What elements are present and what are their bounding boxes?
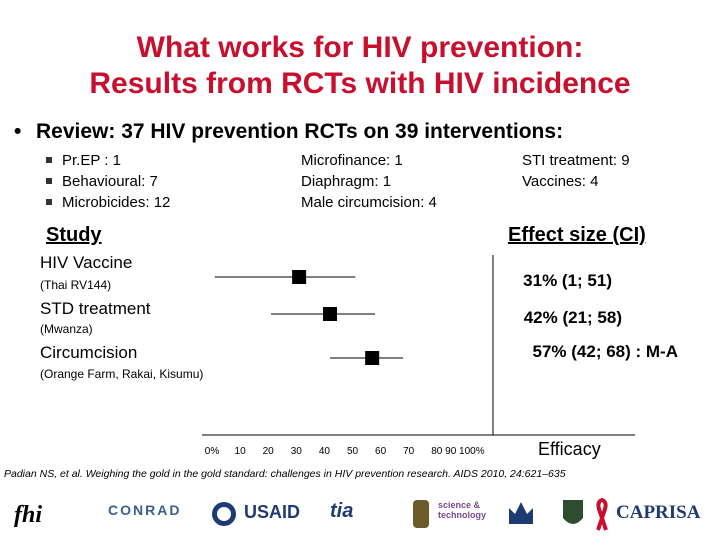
slide-title: What works for HIV prevention: Results f… bbox=[0, 30, 720, 102]
x-tick-label: 50 bbox=[347, 446, 359, 457]
study-detail: (Thai RV144) bbox=[40, 278, 112, 292]
review-bullet: • Review: 37 HIV prevention RCTs on 39 in… bbox=[14, 120, 563, 144]
conrad-logo: CONRAD bbox=[108, 502, 182, 518]
intervention-column-2: Microfinance: 1 Diaphragm: 1 Male circum… bbox=[301, 150, 437, 213]
x-axis-label: Efficacy bbox=[538, 439, 601, 459]
fhi-logo: fhi bbox=[14, 502, 43, 528]
usaid-seal-icon bbox=[212, 502, 236, 526]
intervention-item: Behavioural: 7 bbox=[46, 171, 170, 192]
point-estimate-marker bbox=[323, 307, 338, 321]
review-text: Review: 37 HIV prevention RCTs on 39 int… bbox=[36, 120, 564, 143]
caprisa-logo: CAPRISA bbox=[616, 502, 701, 523]
x-tick-label: 0% bbox=[205, 446, 220, 457]
intervention-label: Microfinance: 1 bbox=[301, 152, 403, 169]
study-name: Circumcision bbox=[40, 343, 138, 362]
bullet-dot: • bbox=[14, 120, 22, 143]
intervention-label: Diaphragm: 1 bbox=[301, 173, 392, 190]
study-detail: (Orange Farm, Rakai, Kisumu) bbox=[40, 367, 204, 381]
effect-size-header: Effect size (CI) bbox=[508, 224, 646, 246]
intervention-label: Pr.EP : 1 bbox=[62, 152, 121, 169]
intervention-label: Behavioural: 7 bbox=[62, 173, 158, 190]
intervention-label: Microbicides: 12 bbox=[62, 194, 171, 211]
intervention-column-1: Pr.EP : 1 Behavioural: 7 Microbicides: 1… bbox=[46, 150, 170, 213]
point-estimate-marker bbox=[292, 270, 307, 284]
effect-size-value: 31% (1; 51) bbox=[523, 271, 612, 290]
university-crest-icon bbox=[563, 500, 583, 524]
point-estimate-marker bbox=[365, 351, 380, 365]
intervention-label: STI treatment: 9 bbox=[522, 152, 630, 169]
dst-logo: science & technology bbox=[438, 500, 487, 520]
title-line-2: Results from RCTs with HIV incidence bbox=[89, 67, 631, 100]
intervention-label: Vaccines: 4 bbox=[522, 173, 599, 190]
x-tick-label: 40 bbox=[319, 446, 331, 457]
study-detail: (Mwanza) bbox=[40, 322, 93, 336]
study-header: Study bbox=[46, 224, 102, 246]
x-tick-label: 60 bbox=[375, 446, 387, 457]
title-line-1: What works for HIV prevention: bbox=[136, 31, 584, 64]
citation: Padian NS, et al. Weighing the gold in t… bbox=[4, 468, 566, 480]
x-tick-label: 80 bbox=[431, 446, 443, 457]
square-bullet-icon bbox=[46, 199, 52, 206]
effect-size-value: 42% (21; 58) bbox=[523, 308, 622, 327]
logo-strip: fhi CONRAD USAID tia science & technolog… bbox=[0, 488, 720, 540]
columbia-crown-icon bbox=[509, 502, 533, 524]
intervention-item: Pr.EP : 1 bbox=[46, 150, 170, 171]
intervention-column-3: STI treatment: 9 Vaccines: 4 bbox=[522, 150, 630, 192]
x-tick-label: 10 bbox=[235, 446, 247, 457]
intervention-label: Male circumcision: 4 bbox=[301, 194, 437, 211]
x-tick-label: 70 bbox=[403, 446, 415, 457]
tia-logo: tia bbox=[330, 500, 354, 522]
effect-size-value: 57% (42; 68) : M-A bbox=[532, 342, 678, 361]
x-tick-label: 20 bbox=[263, 446, 275, 457]
study-name: STD treatment bbox=[40, 299, 151, 318]
sa-coat-of-arms-icon bbox=[413, 500, 429, 528]
square-bullet-icon bbox=[46, 157, 52, 164]
study-name: HIV Vaccine bbox=[40, 253, 133, 272]
red-ribbon-icon bbox=[596, 497, 608, 531]
x-tick-label: 90 100% bbox=[445, 446, 485, 457]
usaid-logo: USAID bbox=[244, 502, 301, 522]
intervention-item: Microbicides: 12 bbox=[46, 192, 170, 213]
square-bullet-icon bbox=[46, 178, 52, 185]
x-tick-label: 30 bbox=[291, 446, 303, 457]
